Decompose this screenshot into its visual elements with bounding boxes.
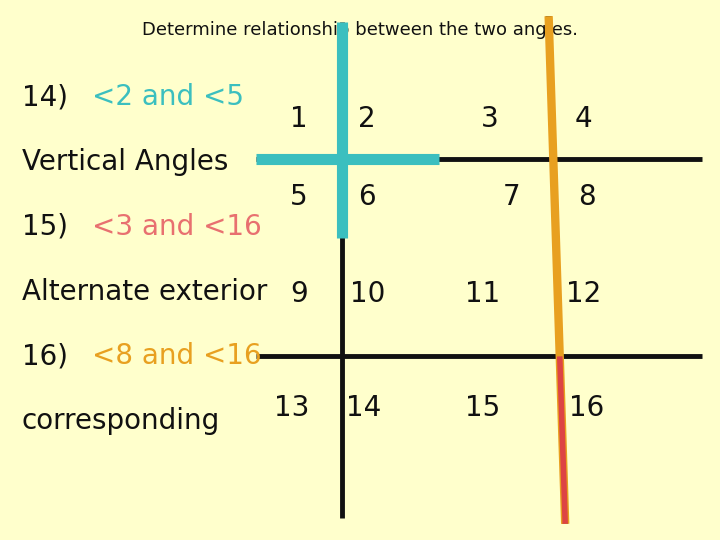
Text: 15: 15 <box>465 394 500 422</box>
Text: 13: 13 <box>274 394 310 422</box>
Text: corresponding: corresponding <box>22 407 220 435</box>
Text: <8 and <16: <8 and <16 <box>92 342 262 370</box>
Text: 14): 14) <box>22 83 76 111</box>
Text: 2: 2 <box>359 105 376 133</box>
Text: 16: 16 <box>570 394 604 422</box>
Text: 3: 3 <box>481 105 498 133</box>
Text: 16): 16) <box>22 342 76 370</box>
Text: 12: 12 <box>566 280 600 308</box>
Text: 7: 7 <box>503 183 520 211</box>
Text: 11: 11 <box>465 280 500 308</box>
Text: 8: 8 <box>578 183 595 211</box>
Text: 6: 6 <box>359 183 376 211</box>
Text: 1: 1 <box>290 105 307 133</box>
Text: 14: 14 <box>346 394 381 422</box>
Text: 10: 10 <box>349 280 385 308</box>
Text: 4: 4 <box>575 105 592 133</box>
Text: Vertical Angles: Vertical Angles <box>22 148 228 176</box>
Text: 9: 9 <box>290 280 307 308</box>
Text: Alternate exterior: Alternate exterior <box>22 278 267 306</box>
Text: <2 and <5: <2 and <5 <box>92 83 244 111</box>
Text: Determine relationship between the two angles.: Determine relationship between the two a… <box>142 21 578 39</box>
Text: 5: 5 <box>290 183 307 211</box>
Text: 15): 15) <box>22 213 76 241</box>
Text: <3 and <16: <3 and <16 <box>92 213 262 241</box>
